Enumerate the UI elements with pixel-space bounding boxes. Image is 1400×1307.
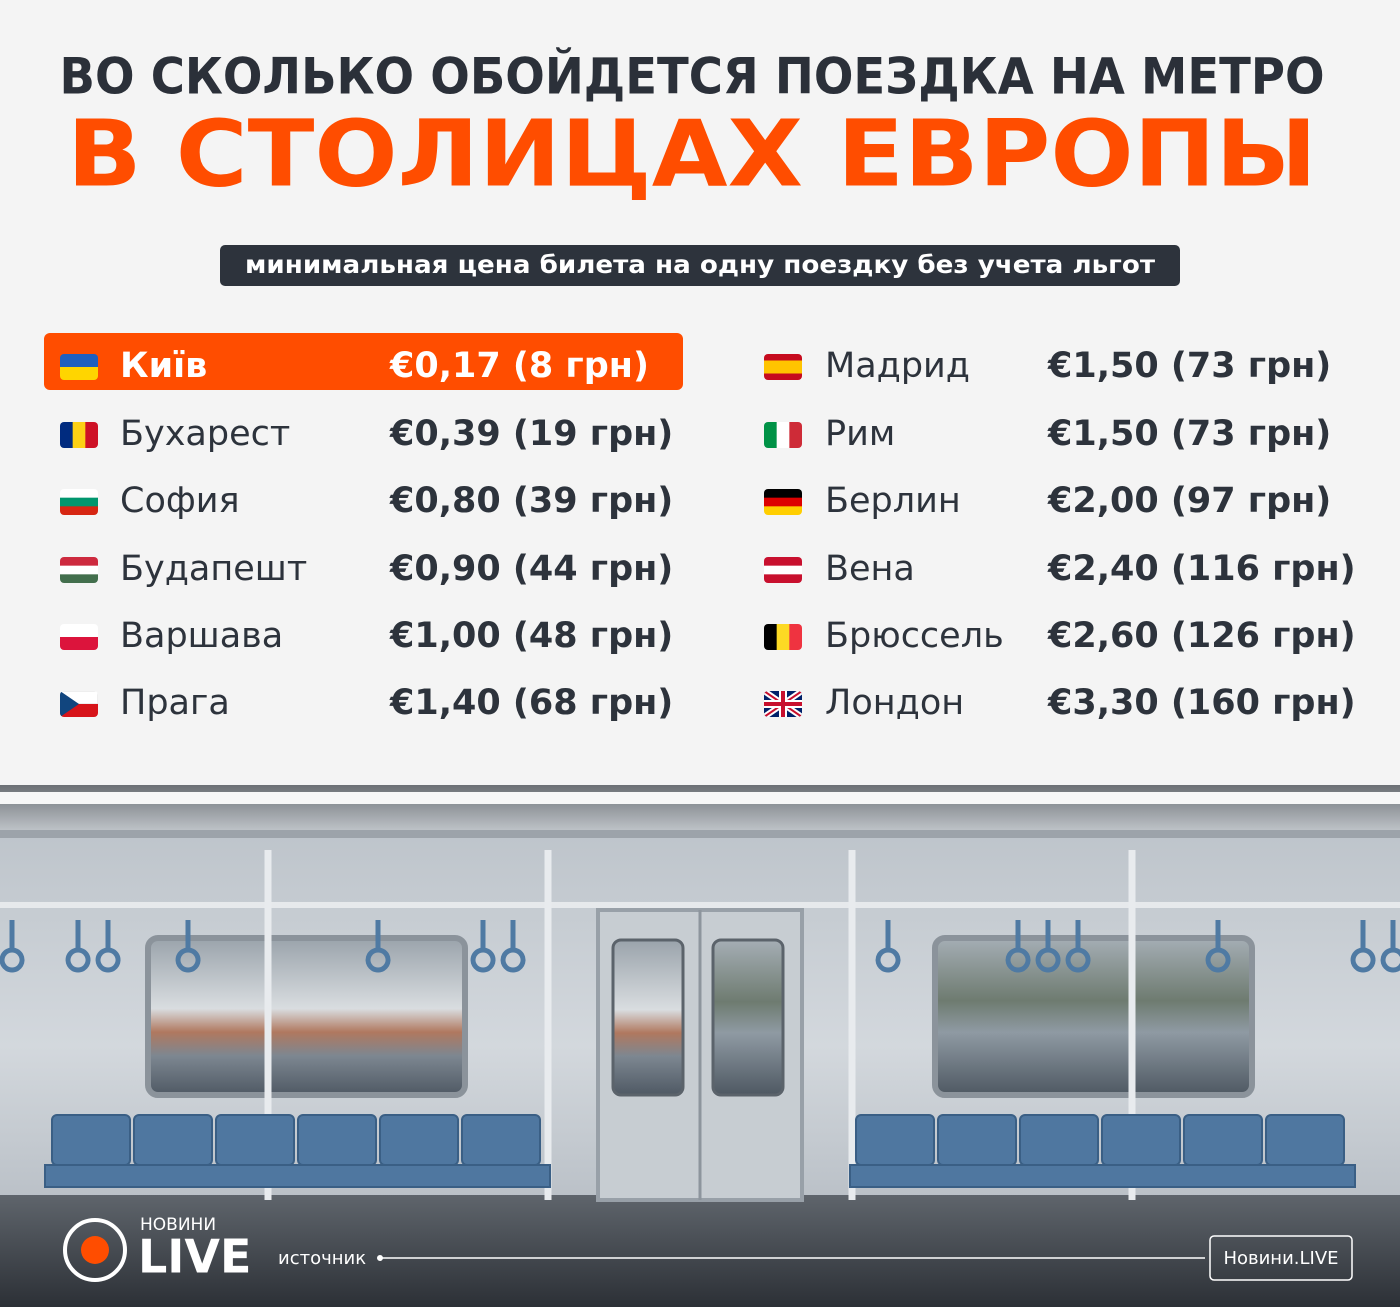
city-name: Київ — [120, 346, 207, 386]
city-price: €3,30 (160 грн) — [1047, 683, 1356, 723]
flag — [60, 624, 98, 650]
city-price: €2,40 (116 грн) — [1047, 549, 1356, 589]
city-price: €1,50 (73 грн) — [1047, 414, 1331, 454]
flag — [764, 422, 802, 448]
city-name: Мадрид — [825, 346, 970, 386]
city-price: €0,39 (19 грн) — [389, 414, 673, 454]
city-name: Варшава — [120, 616, 283, 656]
city-name: Бухарест — [120, 414, 290, 454]
flag — [764, 354, 802, 380]
source-dot — [377, 1255, 383, 1261]
brand: LIVE — [138, 1230, 251, 1284]
subtitle: минимальная цена билета на одну поездку … — [245, 250, 1156, 279]
city-price: €2,60 (126 грн) — [1047, 616, 1356, 656]
city-price: €1,50 (73 грн) — [1047, 346, 1331, 386]
city-name: Лондон — [825, 683, 964, 723]
highlight-row — [44, 333, 683, 390]
title-highlight: В СТОЛИЦАХ ЕВРОПЫ — [67, 100, 1317, 207]
subtitle-pill — [220, 245, 1180, 286]
city-price: €0,17 (8 грн) — [389, 346, 649, 386]
city-price: €1,40 (68 грн) — [389, 683, 673, 723]
city-name: Брюссель — [825, 616, 1004, 656]
logo-dot — [81, 1236, 109, 1264]
city-name: Берлин — [825, 481, 961, 521]
city-price: €0,90 (44 грн) — [389, 549, 673, 589]
city-name: Прага — [120, 683, 230, 723]
flag — [60, 691, 98, 717]
flag — [60, 354, 98, 380]
background — [0, 0, 1400, 785]
city-price: €0,80 (39 грн) — [389, 481, 673, 521]
flag — [764, 624, 802, 650]
flag — [60, 557, 98, 583]
city-name: Будапешт — [120, 549, 307, 589]
title: ВО СКОЛЬКО ОБОЙДЕТСЯ ПОЕЗДКА НА МЕТРО — [60, 47, 1325, 106]
flag — [60, 489, 98, 515]
flag — [764, 691, 802, 717]
flag — [764, 489, 802, 515]
city-name: София — [120, 481, 240, 521]
city-price: €1,00 (48 грн) — [389, 616, 673, 656]
source-label: источник — [278, 1248, 366, 1269]
brand-small: НОВИНИ — [140, 1215, 216, 1235]
source-box — [1209, 1235, 1353, 1281]
city-name: Вена — [825, 549, 915, 589]
logo-ring — [63, 1218, 127, 1282]
city-price: €2,00 (97 грн) — [1047, 481, 1331, 521]
city-list: Київ €0,17 (8 грн) Бухарест €0,39 (19 грн) С… — [60, 346, 1356, 723]
flag — [60, 422, 98, 448]
flag — [764, 557, 802, 583]
city-name: Рим — [825, 414, 895, 454]
subway-illustration — [0, 785, 1400, 1307]
source: Новини.LIVE — [1223, 1248, 1338, 1269]
